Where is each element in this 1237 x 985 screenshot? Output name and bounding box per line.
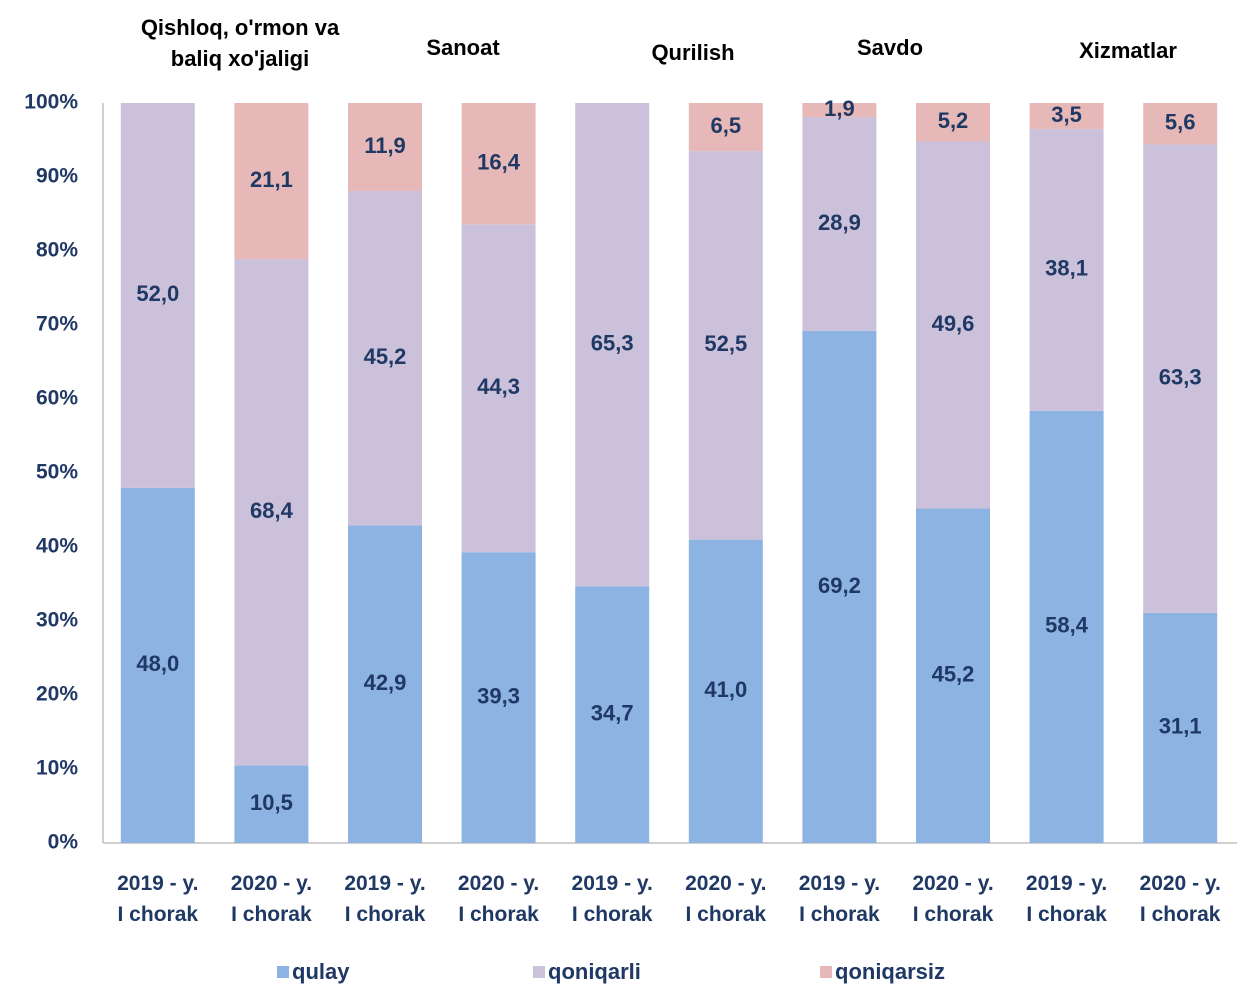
bar-segment: [234, 259, 309, 766]
bar-segment: [916, 103, 990, 142]
x-tick-label: 2019 - y. I chorak: [344, 872, 426, 926]
x-tick-label: 2019 - y. I chorak: [117, 872, 199, 926]
x-tick-label: 2020 - y. I chorak: [685, 872, 767, 926]
x-tick-label: 2020 - y. I chorak: [230, 872, 313, 926]
data-label: 38,1: [1045, 256, 1088, 281]
bar-segment: [1029, 410, 1104, 843]
y-tick-label: 30%: [36, 609, 78, 632]
y-tick-label: 40%: [36, 535, 78, 558]
bar-segment: [688, 151, 763, 540]
legend-swatch: [277, 966, 289, 978]
y-tick-label: 50%: [36, 461, 78, 484]
bar-segment: [348, 103, 422, 192]
bar-segment: [916, 141, 990, 509]
y-tick-label: 90%: [36, 165, 78, 188]
x-tick-label: 2020 - y. I chorak: [1139, 872, 1221, 926]
bar-segment: [234, 103, 309, 260]
bar-segment: [1029, 103, 1104, 129]
legend-swatch: [820, 966, 832, 978]
bar-segment: [575, 103, 650, 587]
y-tick-label: 70%: [36, 313, 78, 336]
legend-label: qoniqarli: [548, 959, 641, 984]
data-label: 63,3: [1159, 364, 1202, 389]
data-label: 42,9: [364, 670, 407, 695]
data-label: 5,2: [938, 108, 969, 133]
bar-segment: [575, 586, 650, 843]
data-label: 5,6: [1165, 110, 1196, 135]
data-label: 11,9: [364, 133, 406, 158]
x-tick-label: 2019 - y. I chorak: [798, 872, 881, 926]
x-tick-label: 2020 - y. I chorak: [912, 872, 994, 926]
bar-segment: [688, 539, 763, 843]
data-label: 69,2: [818, 573, 861, 598]
legend-swatch: [533, 966, 545, 978]
bar-segment: [802, 117, 877, 331]
x-tick-label: 2019 - y. I chorak: [1025, 872, 1108, 926]
y-tick-label: 20%: [36, 683, 78, 706]
data-label: 68,4: [250, 498, 294, 523]
bar-segment: [120, 103, 195, 488]
data-label: 28,9: [818, 210, 861, 235]
y-tick-label: 80%: [36, 239, 78, 262]
bar-segment: [1143, 144, 1218, 613]
y-tick-label: 60%: [36, 387, 78, 410]
bar-segment: [1143, 103, 1218, 145]
data-label: 10,5: [250, 790, 293, 815]
data-label: 45,2: [932, 662, 975, 687]
data-label: 3,5: [1051, 102, 1082, 127]
bar-segment: [688, 103, 763, 152]
data-label: 41,0: [704, 677, 747, 702]
data-label: 39,3: [477, 683, 520, 708]
data-label: 52,0: [136, 281, 179, 306]
bar-segment: [1143, 612, 1218, 843]
data-label: 45,2: [364, 344, 407, 369]
group-label: Qishloq, o'rmon va baliq xo'jaligi: [140, 15, 340, 71]
data-label: 49,6: [932, 311, 975, 336]
group-label: Xizmatlar: [1079, 38, 1177, 63]
bar-segment: [916, 508, 990, 843]
bar-segment: [802, 330, 877, 843]
y-tick-label: 10%: [36, 757, 78, 780]
x-tick-label: 2019 - y. I chorak: [571, 872, 653, 926]
data-label: 21,1: [250, 167, 293, 192]
data-label: 58,4: [1045, 613, 1089, 638]
bar-segment: [348, 525, 422, 843]
x-tick-label: 2020 - y. I chorak: [457, 872, 540, 926]
data-label: 44,3: [477, 374, 520, 399]
group-label: Savdo: [856, 35, 924, 60]
y-tick-label: 0%: [48, 831, 79, 854]
data-label: 16,4: [477, 149, 521, 174]
y-tick-label: 100%: [24, 91, 78, 114]
data-label: 52,5: [704, 331, 747, 356]
bar-segment: [461, 103, 536, 225]
data-label: 31,1: [1159, 714, 1202, 739]
group-label: Sanoat: [426, 35, 500, 60]
data-label: 34,7: [591, 700, 634, 725]
bar-segment: [1029, 128, 1104, 411]
data-label: 48,0: [136, 651, 179, 676]
bar-segment: [461, 552, 536, 843]
legend-label: qoniqarsiz: [835, 959, 945, 984]
bar-segment: [802, 103, 877, 118]
bar-segment: [120, 487, 195, 843]
legend-label: qulay: [292, 959, 350, 984]
data-label: 65,3: [591, 330, 634, 355]
data-label: 6,5: [711, 113, 742, 138]
bar-segment: [234, 765, 309, 843]
data-label: 1,9: [824, 96, 855, 121]
bar-segment: [348, 191, 422, 526]
bar-segment: [461, 224, 536, 553]
group-label: Qurilish: [651, 40, 735, 65]
